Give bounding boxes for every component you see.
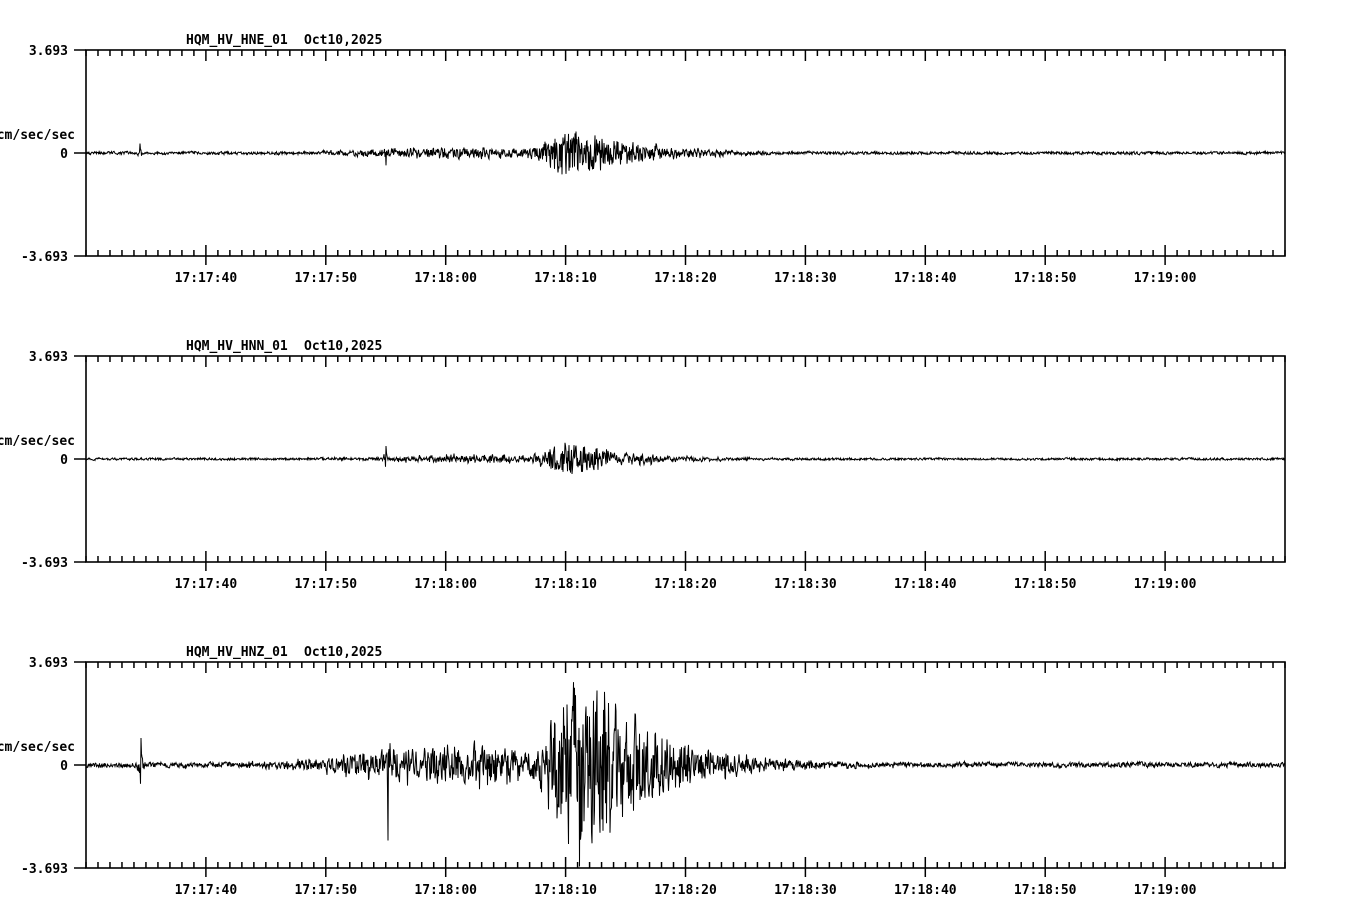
x-tick-label-hne-4: 17:18:20: [654, 271, 717, 286]
y-label-max-hnz: 3.693: [29, 656, 68, 671]
x-tick-label-hne-2: 17:18:00: [414, 271, 477, 286]
panel-title-date-hnz: Oct10,2025: [304, 645, 382, 660]
y-label-zero-hnn: 0: [60, 453, 68, 468]
x-tick-label-hnz-6: 17:18:40: [894, 883, 957, 898]
y-label-min-hne: -3.693: [21, 250, 68, 265]
y-axis-units-hnn: cm/sec/sec: [0, 434, 75, 449]
x-tick-label-hne-8: 17:19:00: [1134, 271, 1197, 286]
seismogram-plot-hnn: HQM_HV_HNN_01 Oct10,2025 3.693 0 -3.693 cm/se…: [0, 339, 1286, 592]
x-tick-label-hnn-1: 17:17:50: [294, 577, 357, 592]
seismogram-plot-hne: HQM_HV_HNE_01 Oct10,2025 3.693 0 -3.693 cm/se…: [0, 33, 1286, 286]
seismogram-panel-hnn: HQM_HV_HNN_01 Oct10,2025 3.693 0 -3.693 cm/se…: [0, 328, 1358, 594]
waveform-trace-hne: [85, 131, 1285, 175]
panel-title-date-hnn: Oct10,2025: [304, 339, 382, 354]
y-label-max-hne: 3.693: [29, 44, 68, 59]
panel-title-station-hne: HQM_HV_HNE_01: [186, 33, 288, 48]
x-tick-label-hne-1: 17:17:50: [294, 271, 357, 286]
x-tick-label-hnz-7: 17:18:50: [1014, 883, 1077, 898]
x-tick-label-hnn-6: 17:18:40: [894, 577, 957, 592]
x-tick-label-hnz-1: 17:17:50: [294, 883, 357, 898]
seismogram-panel-hnz: HQM_HV_HNZ_01 Oct10,2025 3.693 0 -3.693 cm/se…: [0, 634, 1358, 900]
y-axis-units-hne: cm/sec/sec: [0, 128, 75, 143]
seismogram-panel-hne: HQM_HV_HNE_01 Oct10,2025 3.693 0 -3.693 cm/se…: [0, 22, 1358, 288]
x-tick-label-hnz-5: 17:18:30: [774, 883, 837, 898]
y-label-max-hnn: 3.693: [29, 350, 68, 365]
x-tick-label-hne-3: 17:18:10: [534, 271, 597, 286]
x-tick-label-hnz-3: 17:18:10: [534, 883, 597, 898]
x-tick-label-hnn-8: 17:19:00: [1134, 577, 1197, 592]
waveform-trace-hnn: [85, 442, 1285, 475]
x-tick-label-hne-5: 17:18:30: [774, 271, 837, 286]
x-tick-label-hnn-3: 17:18:10: [534, 577, 597, 592]
panel-title-station-hnn: HQM_HV_HNN_01: [186, 339, 288, 354]
x-tick-label-hnn-7: 17:18:50: [1014, 577, 1077, 592]
seismogram-plot-hnz: HQM_HV_HNZ_01 Oct10,2025 3.693 0 -3.693 cm/se…: [0, 645, 1286, 898]
x-tick-label-hnn-0: 17:17:40: [175, 577, 238, 592]
panel-title-station-hnz: HQM_HV_HNZ_01: [186, 645, 288, 660]
x-tick-label-hne-6: 17:18:40: [894, 271, 957, 286]
x-tick-label-hnz-4: 17:18:20: [654, 883, 717, 898]
y-label-min-hnz: -3.693: [21, 862, 68, 877]
y-label-min-hnn: -3.693: [21, 556, 68, 571]
y-label-zero-hnz: 0: [60, 759, 68, 774]
x-tick-label-hne-0: 17:17:40: [175, 271, 238, 286]
x-tick-label-hnn-2: 17:18:00: [414, 577, 477, 592]
x-tick-label-hne-7: 17:18:50: [1014, 271, 1077, 286]
y-axis-units-hnz: cm/sec/sec: [0, 740, 75, 755]
x-tick-label-hnn-4: 17:18:20: [654, 577, 717, 592]
x-tick-label-hnz-0: 17:17:40: [175, 883, 238, 898]
x-tick-label-hnz-2: 17:18:00: [414, 883, 477, 898]
x-tick-label-hnz-8: 17:19:00: [1134, 883, 1197, 898]
waveform-trace-hnz: [85, 682, 1285, 867]
y-label-zero-hne: 0: [60, 147, 68, 162]
x-tick-label-hnn-5: 17:18:30: [774, 577, 837, 592]
panel-title-date-hne: Oct10,2025: [304, 33, 382, 48]
